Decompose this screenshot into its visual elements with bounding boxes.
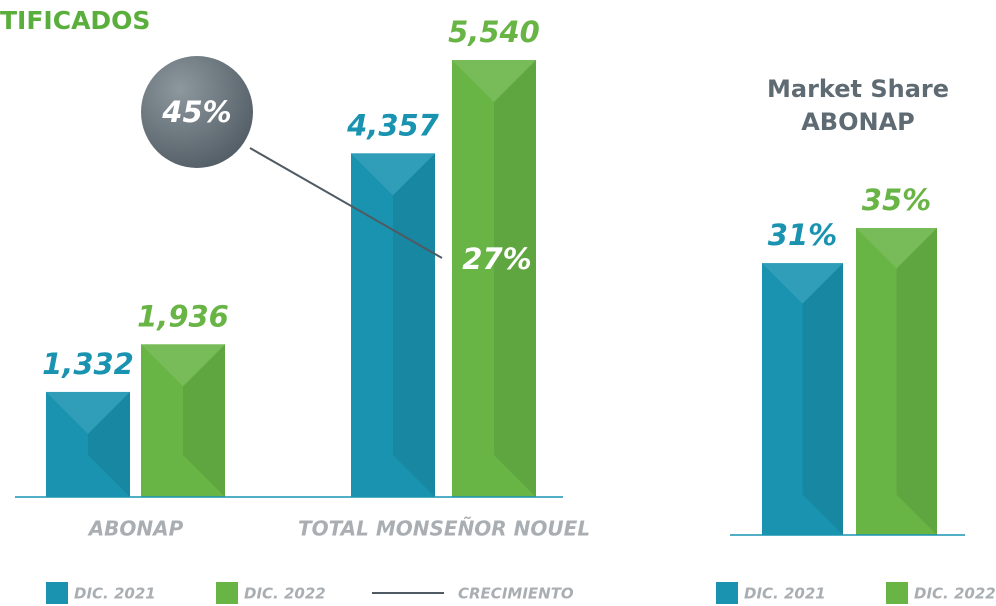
bars [46,60,937,535]
bar-shade [856,228,937,269]
value-label: 5,540 [448,15,540,49]
bar-shade [896,228,937,535]
bar-shade [141,344,225,387]
legend-swatch [46,582,68,604]
legend-label: DIC. 2022 [914,585,996,603]
value-label: 31% [768,218,837,252]
bar [452,60,536,497]
bar [762,263,843,535]
bar-shade [802,263,843,535]
bar [46,391,130,497]
bar-shade [88,391,130,497]
annotation: 45% [161,95,231,129]
legend-swatch [216,582,238,604]
category-label: TOTAL MONSEÑOR NOUEL [298,517,590,541]
value-label: 35% [862,183,931,217]
bar-shade [393,153,435,497]
bar-shade [452,60,536,102]
chart-title: TIFICADOS [0,6,150,35]
value-label: 1,332 [42,347,134,381]
legend-label: DIC. 2021 [744,585,826,603]
legend-label: DIC. 2022 [244,585,326,603]
value-label: 1,936 [137,299,229,333]
bar-shade [351,153,435,196]
bar [856,228,937,535]
annotation: 27% [462,242,531,276]
chart-title: Market Share [767,75,949,103]
value-label: 4,357 [346,108,440,142]
growth-connector [249,147,443,259]
category-label: ABONAP [87,517,184,541]
bar-shade [46,391,130,434]
legend-swatch [716,582,738,604]
chart-title: ABONAP [801,108,915,136]
legend-swatch [886,582,908,604]
bar [141,344,225,497]
bar [351,153,435,497]
bar-shade [494,60,536,497]
growth-bubble [141,56,253,168]
legend-label: DIC. 2021 [74,585,156,603]
bar-shade [762,263,843,304]
bar-shade [183,344,225,497]
legend-label: CRECIMIENTO [458,585,574,603]
